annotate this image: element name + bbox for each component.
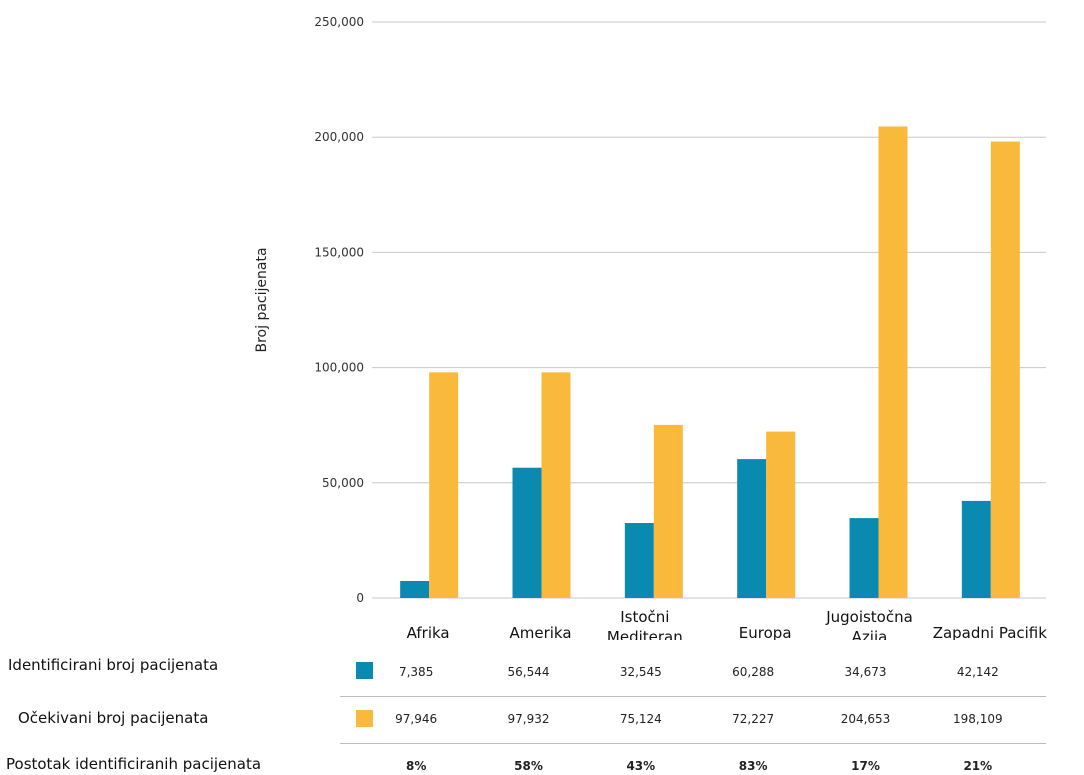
cell-identified: 34,673: [844, 665, 887, 679]
cell-expected: 75,124: [619, 712, 662, 726]
cell-expected: 198,109: [953, 712, 1003, 726]
table-divider: [340, 696, 1046, 697]
y-axis-label: Broj pacijenata: [254, 247, 270, 352]
y-tick-label: 0: [356, 591, 364, 605]
category-label: Jugoistočna: [825, 608, 913, 626]
y-tick-label: 200,000: [314, 130, 364, 144]
cell-identified: 56,544: [507, 665, 550, 679]
category-label: Amerika: [509, 624, 571, 640]
cell-expected: 97,946: [395, 712, 438, 726]
bar-expected: [541, 372, 571, 598]
category-label: Europa: [739, 624, 792, 640]
cell-expected: 72,227: [732, 712, 775, 726]
cell-percent: 8%: [405, 759, 427, 773]
bar-expected: [429, 372, 459, 598]
cell-expected: 204,653: [840, 712, 891, 726]
y-tick-label: 100,000: [314, 361, 364, 375]
bar-expected: [653, 424, 683, 598]
cell-identified: 42,142: [956, 665, 999, 679]
bar-identified: [400, 580, 430, 598]
cell-identified: 7,385: [398, 665, 434, 679]
y-tick-label: 250,000: [314, 15, 364, 29]
bar-identified: [961, 500, 991, 598]
category-label: Afrika: [407, 624, 450, 640]
cell-percent: 43%: [626, 759, 656, 773]
category-label: Azija: [852, 628, 888, 640]
y-tick-label: 150,000: [314, 245, 364, 259]
bar-identified: [737, 459, 767, 598]
cell-identified: 60,288: [732, 665, 775, 679]
bar-expected: [878, 126, 908, 598]
bar-identified: [624, 523, 654, 598]
bar-expected: [990, 141, 1020, 598]
table-divider: [340, 743, 1046, 744]
bar-chart: 0 50,000 100,000 150,000 200,000 250,000 Broj …: [254, 15, 1048, 640]
legend-swatch-identified: [356, 662, 373, 679]
cell-percent: 83%: [738, 759, 768, 773]
row-label-percent: Postotak identificiranih pacijenata: [6, 755, 262, 773]
category-label: Istočni: [620, 608, 669, 626]
cell-percent: 21%: [963, 759, 993, 773]
row-label-expected: Očekivani broj pacijenata: [18, 709, 209, 727]
category-label: Mediteran: [607, 628, 683, 640]
cell-percent: 17%: [851, 759, 880, 773]
category-label: Zapadni Pacifik: [933, 624, 1048, 640]
bar-identified: [512, 467, 542, 598]
cell-percent: 58%: [514, 759, 543, 773]
cell-identified: 32,545: [619, 665, 662, 679]
cell-expected: 97,932: [507, 712, 550, 726]
bar-expected: [766, 431, 796, 598]
legend-swatch-expected: [356, 710, 373, 727]
row-label-identified: Identificirani broj pacijenata: [8, 656, 219, 674]
bar-identified: [849, 518, 879, 598]
y-tick-label: 50,000: [322, 476, 364, 490]
